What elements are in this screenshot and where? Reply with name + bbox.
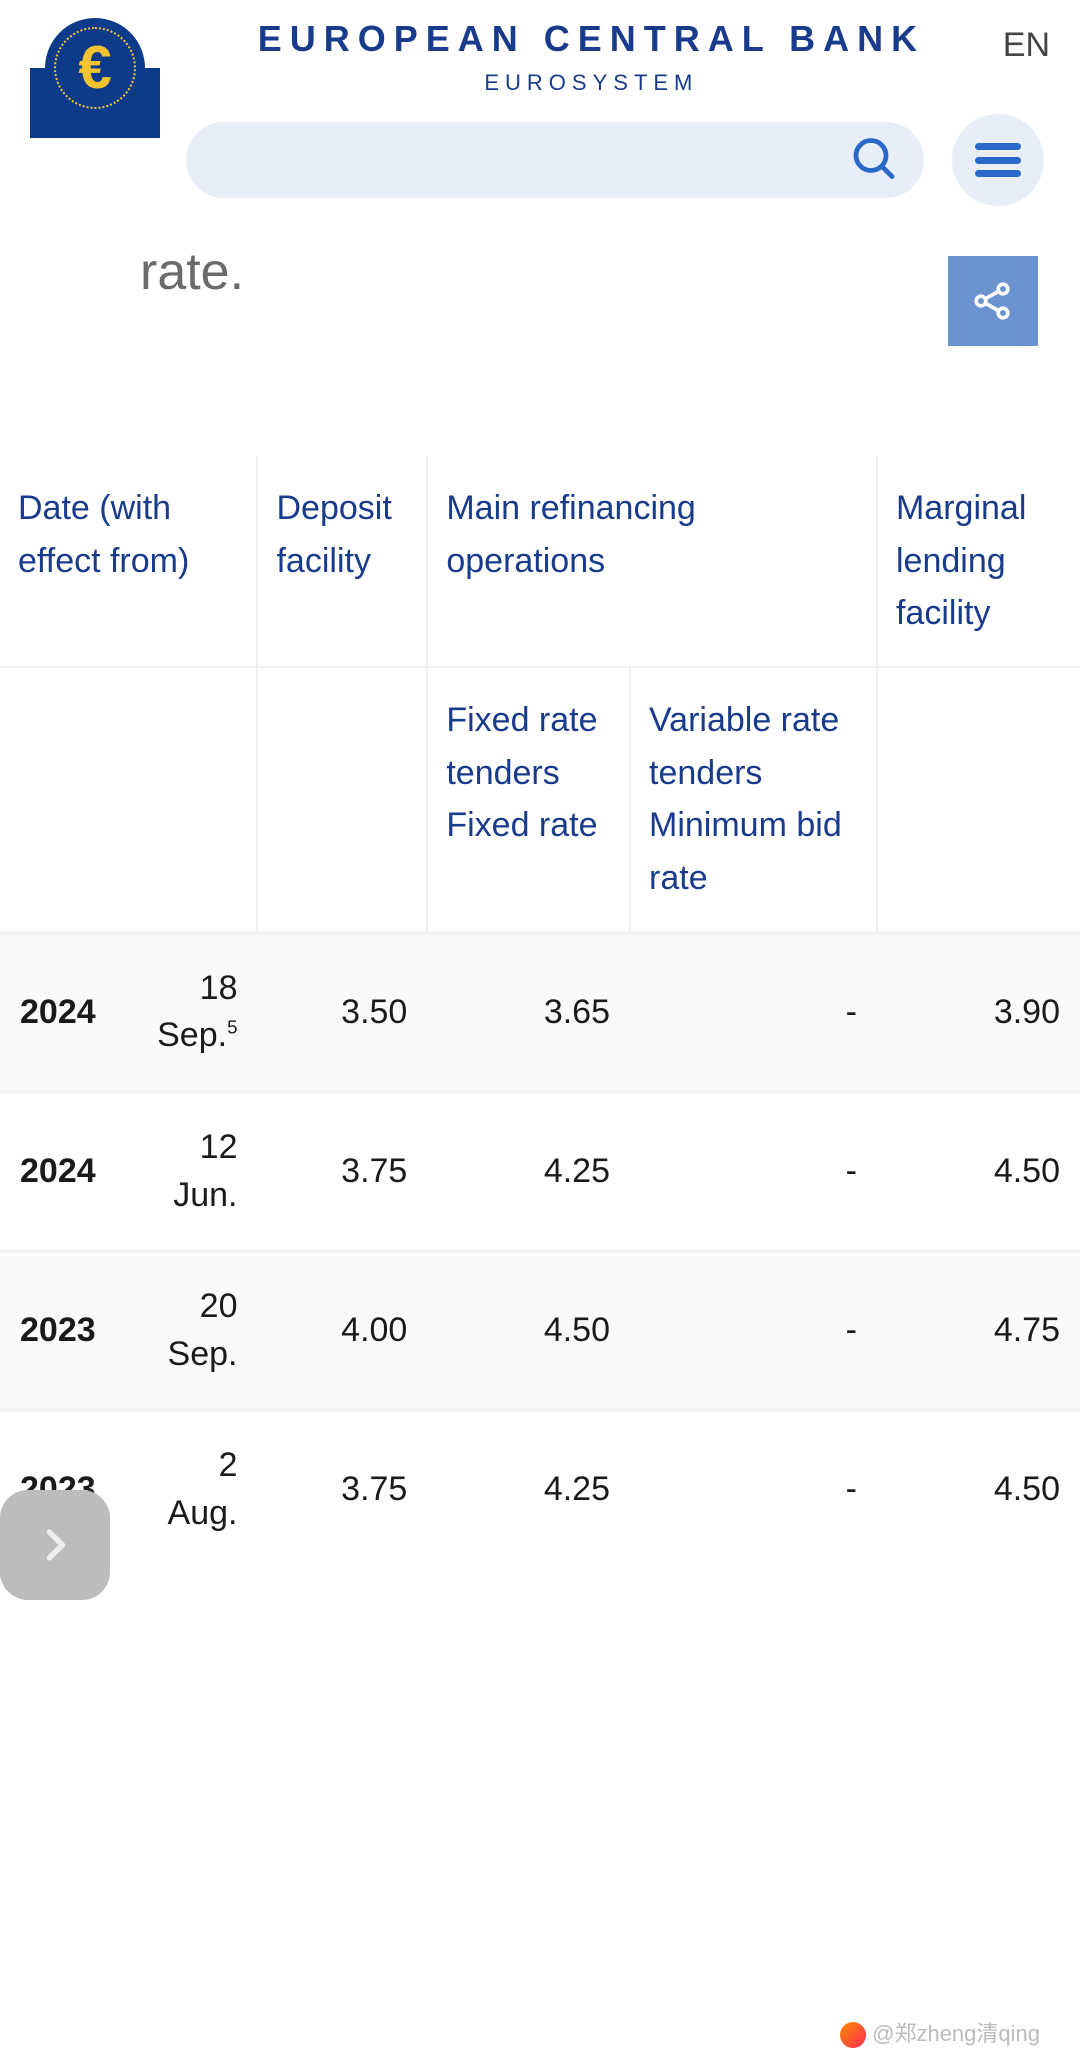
cell-year: 2024 xyxy=(0,933,121,1092)
watermark: @郑zheng清qing xyxy=(840,2016,1040,2048)
interest-rates-table: Date (with effect from) Deposit facility… xyxy=(0,456,1080,1568)
search-icon xyxy=(850,135,898,183)
site-subtitle: EUROSYSTEM xyxy=(190,70,993,96)
cell-fixed-rate: 4.25 xyxy=(427,1092,630,1251)
cell-date: 12 Jun. xyxy=(121,1092,257,1251)
col-mainrefi: Main refinancing operations xyxy=(427,456,877,667)
cell-deposit: 3.50 xyxy=(257,933,427,1092)
ecb-logo[interactable]: € xyxy=(30,68,160,138)
col-deposit: Deposit facility xyxy=(257,456,427,667)
cell-date: 2 Aug. xyxy=(121,1410,257,1567)
menu-button[interactable] xyxy=(952,114,1044,206)
site-title: EUROPEAN CENTRAL BANK xyxy=(190,18,993,60)
cell-marginal: 4.50 xyxy=(877,1092,1080,1251)
weibo-icon xyxy=(840,2022,866,2048)
subcol-fixed: Fixed rate tenders Fixed rate xyxy=(427,667,630,933)
cell-variable-rate: - xyxy=(630,1410,877,1567)
cell-deposit: 3.75 xyxy=(257,1410,427,1567)
table-row: 202412 Jun.3.754.25-4.50 xyxy=(0,1092,1080,1251)
cell-variable-rate: - xyxy=(630,933,877,1092)
cell-deposit: 3.75 xyxy=(257,1092,427,1251)
cell-deposit: 4.00 xyxy=(257,1251,427,1410)
cell-marginal: 4.50 xyxy=(877,1410,1080,1567)
col-date: Date (with effect from) xyxy=(0,456,257,667)
cell-date: 18 Sep.5 xyxy=(121,933,257,1092)
nav-forward-fab[interactable] xyxy=(0,1490,110,1600)
cell-date: 20 Sep. xyxy=(121,1251,257,1410)
language-switcher[interactable]: EN xyxy=(1003,26,1050,65)
share-icon xyxy=(969,277,1017,325)
search-button[interactable] xyxy=(844,129,904,192)
euro-symbol-icon: € xyxy=(78,38,111,98)
cell-year: 2023 xyxy=(0,1251,121,1410)
body-fragment-text: rate. xyxy=(140,242,1080,302)
cell-variable-rate: - xyxy=(630,1251,877,1410)
header: € EUROPEAN CENTRAL BANK EUROSYSTEM EN xyxy=(0,0,1080,206)
cell-fixed-rate: 4.50 xyxy=(427,1251,630,1410)
col-marginal: Marginal lending facility xyxy=(877,456,1080,667)
cell-fixed-rate: 4.25 xyxy=(427,1410,630,1567)
cell-marginal: 3.90 xyxy=(877,933,1080,1092)
share-button[interactable] xyxy=(948,256,1038,346)
chevron-right-icon xyxy=(33,1523,77,1567)
subcol-variable: Variable rate tenders Minimum bid rate xyxy=(630,667,877,933)
table-row: 20232 Aug.3.754.25-4.50 xyxy=(0,1410,1080,1567)
hamburger-icon xyxy=(975,143,1021,177)
table-row: 202418 Sep.53.503.65-3.90 xyxy=(0,933,1080,1092)
cell-marginal: 4.75 xyxy=(877,1251,1080,1410)
cell-variable-rate: - xyxy=(630,1092,877,1251)
search-input[interactable] xyxy=(186,122,924,198)
cell-fixed-rate: 3.65 xyxy=(427,933,630,1092)
cell-year: 2024 xyxy=(0,1092,121,1251)
table-row: 202320 Sep.4.004.50-4.75 xyxy=(0,1251,1080,1410)
